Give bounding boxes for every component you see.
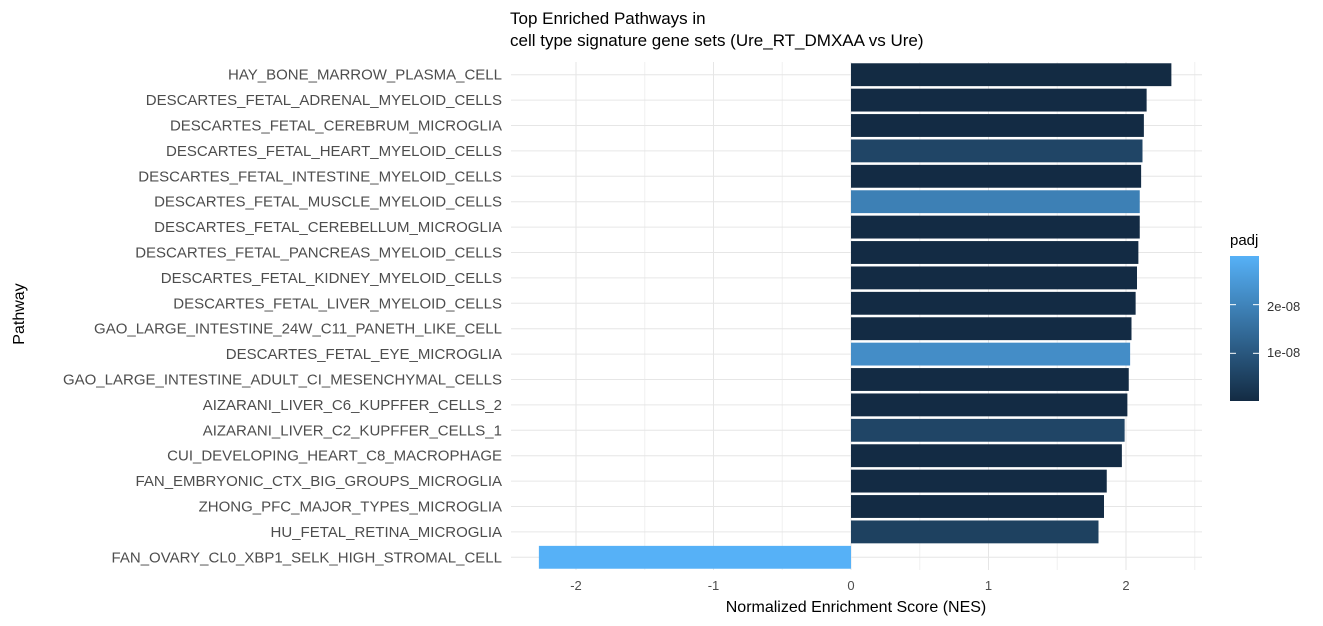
legend-colorbar [1230,256,1259,401]
bar-fan-ovary-cl0-xbp1-selk-high-stromal-cell [538,545,851,569]
pathway-label: DESCARTES_FETAL_CEREBRUM_MICROGLIA [170,118,502,135]
pathway-label: DESCARTES_FETAL_PANCREAS_MYELOID_CELLS [135,245,502,262]
pathway-label: DESCARTES_FETAL_EYE_MICROGLIA [226,346,502,363]
x-tick-label: -1 [708,578,720,593]
bar-descartes-fetal-heart-myeloid-cells [851,139,1143,163]
bar-descartes-fetal-cerebellum-microglia [851,215,1140,239]
bar-descartes-fetal-cerebrum-microglia [851,114,1144,137]
x-tick-label: 0 [847,578,854,593]
bars [538,63,1172,569]
x-tick-labels: -2 -1 0 1 2 [570,578,1129,593]
pathway-label: FAN_EMBRYONIC_CTX_BIG_GROUPS_MICROGLIA [136,473,502,490]
bar-gao-large-intestine-24w-c11-paneth-like-cell [851,317,1132,341]
pathway-label: ZHONG_PFC_MAJOR_TYPES_MICROGLIA [199,499,502,516]
y-axis-title: Pathway [11,283,28,344]
bar-descartes-fetal-adrenal-myeloid-cells [851,88,1147,112]
minor-gridlines [644,62,1196,570]
chart-title-line-2: cell type signature gene sets (Ure_RT_DM… [510,31,924,50]
major-gridlines [511,62,1202,570]
pathway-label: AIZARANI_LIVER_C2_KUPFFER_CELLS_1 [203,422,502,439]
legend-label-1e-08: 1e-08 [1267,345,1301,360]
chart-title-line-1: Top Enriched Pathways in [510,9,706,28]
pathway-label: DESCARTES_FETAL_LIVER_MYELOID_CELLS [173,295,502,312]
pathway-label: GAO_LARGE_INTESTINE_24W_C11_PANETH_LIKE_… [94,321,502,338]
legend-ticks [1230,304,1259,354]
pathway-label: DESCARTES_FETAL_INTESTINE_MYELOID_CELLS [138,168,502,185]
pathway-label: CUI_DEVELOPING_HEART_C8_MACROPHAGE [167,448,502,465]
x-tick-label: -2 [570,578,582,593]
pathway-label: HAY_BONE_MARROW_PLASMA_CELL [228,67,502,84]
pathway-label: DESCARTES_FETAL_CEREBELLUM_MICROGLIA [154,219,502,236]
pathway-label: DESCARTES_FETAL_HEART_MYELOID_CELLS [166,143,502,160]
pathway-label: AIZARANI_LIVER_C6_KUPFFER_CELLS_2 [203,397,502,414]
pathway-label: DESCARTES_FETAL_MUSCLE_MYELOID_CELLS [154,194,502,211]
bar-aizarani-liver-c2-kupffer-cells-1 [851,418,1125,442]
pathway-label: DESCARTES_FETAL_KIDNEY_MYELOID_CELLS [161,270,502,287]
bar-aizarani-liver-c6-kupffer-cells-2 [851,393,1128,417]
bar-descartes-fetal-muscle-myeloid-cells [851,190,1140,214]
bar-zhong-pfc-major-types-microglia [851,495,1104,518]
bar-gao-large-intestine-adult-ci-mesenchymal-cells [851,368,1129,391]
pathway-label: GAO_LARGE_INTESTINE_ADULT_CI_MESENCHYMAL… [63,372,502,389]
bar-descartes-fetal-intestine-myeloid-cells [851,164,1142,188]
bar-descartes-fetal-kidney-myeloid-cells [851,266,1137,290]
bar-descartes-fetal-eye-microglia [851,342,1131,366]
bar-descartes-fetal-pancreas-myeloid-cells [851,241,1139,264]
legend-label-2e-08: 2e-08 [1267,299,1301,314]
legend-title: padj [1230,232,1259,249]
pathway-label: FAN_OVARY_CL0_XBP1_SELK_HIGH_STROMAL_CEL… [112,549,502,566]
pathway-label: HU_FETAL_RETINA_MICROGLIA [271,524,502,541]
bar-fan-embryonic-ctx-big-groups-microglia [851,469,1107,493]
bar-hay-bone-marrow-plasma-cell [851,63,1172,87]
pathway-labels: HAY_BONE_MARROW_PLASMA_CELL DESCARTES_FET… [63,67,502,567]
bar-descartes-fetal-liver-myeloid-cells [851,291,1136,315]
x-tick-label: 2 [1122,578,1129,593]
x-tick-label: 1 [985,578,992,593]
pathway-label: DESCARTES_FETAL_ADRENAL_MYELOID_CELLS [146,92,502,109]
bar-cui-developing-heart-c8-macrophage [851,444,1122,468]
x-axis-title: Normalized Enrichment Score (NES) [726,599,987,616]
bar-hu-fetal-retina-microglia [851,520,1099,544]
